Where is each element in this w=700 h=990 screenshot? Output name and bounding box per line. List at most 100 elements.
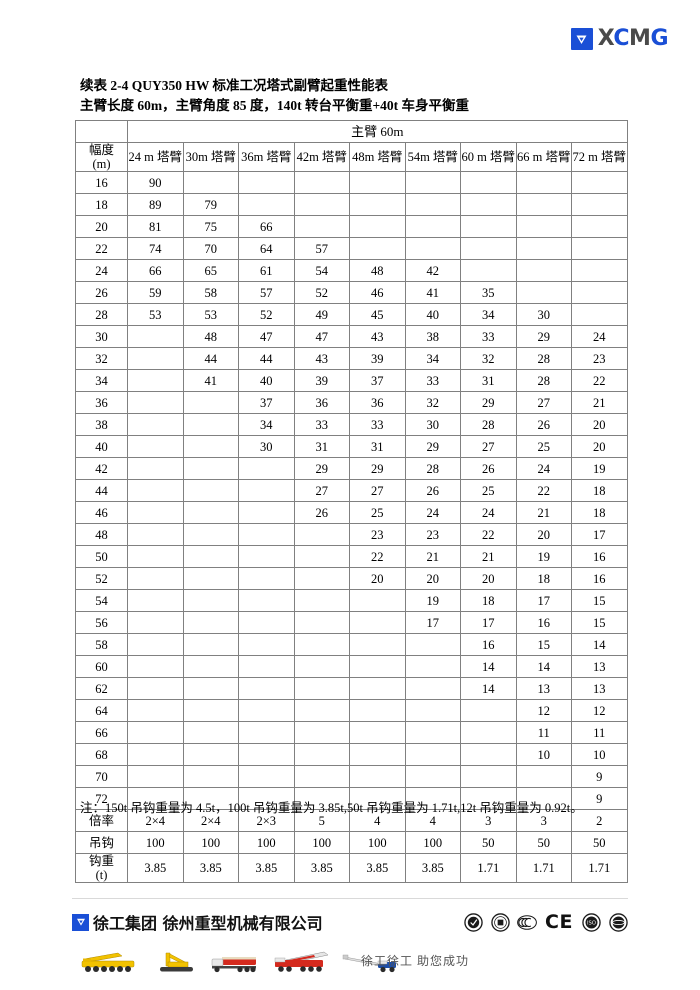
capacity-cell-r3-c6: [460, 237, 517, 260]
capacity-cell-r3-c0: 74: [127, 237, 184, 260]
capacity-cell-r17-c0: [127, 545, 184, 568]
summary-cell-s1-c6: 50: [460, 831, 517, 854]
table-corner-cell: [75, 120, 128, 143]
row-header-radius-66: 66: [75, 721, 128, 744]
row-header-radius-34: 34: [75, 369, 128, 392]
capacity-cell-r11-c5: 30: [404, 413, 461, 436]
table-row: 50 22 21 21 19 16: [75, 545, 628, 568]
xcmg-triangle-icon-footer: [72, 913, 89, 931]
table-row: 64 12 12: [75, 699, 628, 722]
table-row: 34 41 40 39 37 33 31 28 22: [75, 369, 628, 392]
capacity-cell-r27-c4: [349, 765, 406, 788]
capacity-cell-r10-c0: [127, 391, 184, 414]
table-row: 60 14 14 13: [75, 655, 628, 678]
capacity-cell-r23-c3: [293, 677, 350, 700]
capacity-cell-r16-c0: [127, 523, 184, 546]
capacity-cell-r27-c8: 9: [571, 765, 628, 788]
title-line-1: 续表 2-4 QUY350 HW 标准工况塔式副臂起重性能表: [80, 78, 389, 93]
capacity-cell-r2-c1: 75: [182, 215, 239, 238]
capacity-cell-r11-c2: 34: [238, 413, 295, 436]
capacity-cell-r27-c6: [460, 765, 517, 788]
capacity-cell-r17-c4: 22: [349, 545, 406, 568]
capacity-cell-r25-c0: [127, 721, 184, 744]
capacity-cell-r4-c0: 66: [127, 259, 184, 282]
summary-cell-s1-c5: 100: [404, 831, 461, 854]
capacity-cell-r9-c4: 37: [349, 369, 406, 392]
page-title: 续表 2-4 QUY350 HW 标准工况塔式副臂起重性能表 主臂长度 60m，…: [80, 76, 640, 116]
capacity-cell-r6-c3: 49: [293, 303, 350, 326]
capacity-cell-r23-c5: [404, 677, 461, 700]
capacity-cell-r22-c6: 14: [460, 655, 517, 678]
load-chart-table-container: 主臂 60m 幅度 (m) 24 m 塔臂 30m 塔臂 36m 塔臂 42m 塔臂 48m …: [75, 120, 628, 883]
capacity-cell-r11-c0: [127, 413, 184, 436]
table-row: 42 29 29 28 26 24 19: [75, 457, 628, 480]
capacity-cell-r20-c5: 17: [404, 611, 461, 634]
row-header-radius-28: 28: [75, 303, 128, 326]
capacity-cell-r27-c1: [182, 765, 239, 788]
capacity-cell-r16-c2: [238, 523, 295, 546]
capacity-cell-r13-c1: [182, 457, 239, 480]
capacity-cell-r26-c8: 10: [571, 743, 628, 766]
capacity-cell-r21-c3: [293, 633, 350, 656]
capacity-cell-r10-c2: 37: [238, 391, 295, 414]
column-header-jib-0: 24 m 塔臂: [127, 142, 184, 172]
iso-14001-badge-icon: [608, 912, 628, 932]
row-header-radius-52: 52: [75, 567, 128, 590]
capacity-cell-r26-c3: [293, 743, 350, 766]
capacity-cell-r11-c4: 33: [349, 413, 406, 436]
capacity-cell-r1-c6: [460, 193, 517, 216]
capacity-cell-r19-c7: 17: [515, 589, 572, 612]
capacity-cell-r23-c6: 14: [460, 677, 517, 700]
capacity-cell-r9-c7: 28: [515, 369, 572, 392]
table-row: 56 17 17 16 15: [75, 611, 628, 634]
table-row: 62 14 13 13: [75, 677, 628, 700]
table-summary-row-1: 吊钩 100 100 100 100 100 100 50 50 50: [75, 831, 628, 854]
capacity-cell-r20-c8: 15: [571, 611, 628, 634]
capacity-cell-r3-c4: [349, 237, 406, 260]
capacity-cell-r23-c7: 13: [515, 677, 572, 700]
capacity-cell-r26-c4: [349, 743, 406, 766]
capacity-cell-r2-c3: [293, 215, 350, 238]
capacity-cell-r14-c0: [127, 479, 184, 502]
capacity-cell-r7-c5: 38: [404, 325, 461, 348]
capacity-cell-r9-c6: 31: [460, 369, 517, 392]
capacity-cell-r22-c4: [349, 655, 406, 678]
capacity-cell-r6-c7: 30: [515, 303, 572, 326]
capacity-cell-r12-c6: 27: [460, 435, 517, 458]
capacity-cell-r21-c4: [349, 633, 406, 656]
capacity-cell-r7-c7: 29: [515, 325, 572, 348]
summary-cell-s1-c8: 50: [571, 831, 628, 854]
capacity-cell-r7-c3: 47: [293, 325, 350, 348]
capacity-cell-r4-c1: 65: [182, 259, 239, 282]
capacity-cell-r0-c5: [404, 171, 461, 194]
capacity-cell-r5-c1: 58: [182, 281, 239, 304]
capacity-cell-r12-c5: 29: [404, 435, 461, 458]
capacity-cell-r5-c2: 57: [238, 281, 295, 304]
capacity-cell-r0-c7: [515, 171, 572, 194]
table-row: 30 48 47 47 43 38 33 29 24: [75, 325, 628, 348]
xcmg-logo: XCMG: [570, 28, 668, 50]
capacity-cell-r5-c5: 41: [404, 281, 461, 304]
capacity-cell-r13-c2: [238, 457, 295, 480]
row-header-radius-24: 24: [75, 259, 128, 282]
capacity-cell-r13-c3: 29: [293, 457, 350, 480]
capacity-cell-r12-c8: 20: [571, 435, 628, 458]
capacity-cell-r21-c7: 15: [515, 633, 572, 656]
capacity-cell-r19-c3: [293, 589, 350, 612]
capacity-cell-r17-c7: 19: [515, 545, 572, 568]
table-row: 46 26 25 24 24 21 18: [75, 501, 628, 524]
row-header-radius-44: 44: [75, 479, 128, 502]
capacity-cell-r22-c3: [293, 655, 350, 678]
capacity-cell-r23-c0: [127, 677, 184, 700]
capacity-cell-r26-c1: [182, 743, 239, 766]
capacity-cell-r9-c2: 40: [238, 369, 295, 392]
summary-cell-s0-c2: 2×3: [238, 809, 295, 832]
capacity-cell-r15-c3: 26: [293, 501, 350, 524]
summary-cell-s1-c4: 100: [349, 831, 406, 854]
capacity-cell-r11-c1: [182, 413, 239, 436]
capacity-cell-r6-c0: 53: [127, 303, 184, 326]
capacity-cell-r16-c6: 22: [460, 523, 517, 546]
capacity-cell-r26-c5: [404, 743, 461, 766]
capacity-cell-r22-c7: 14: [515, 655, 572, 678]
capacity-cell-r9-c0: [127, 369, 184, 392]
